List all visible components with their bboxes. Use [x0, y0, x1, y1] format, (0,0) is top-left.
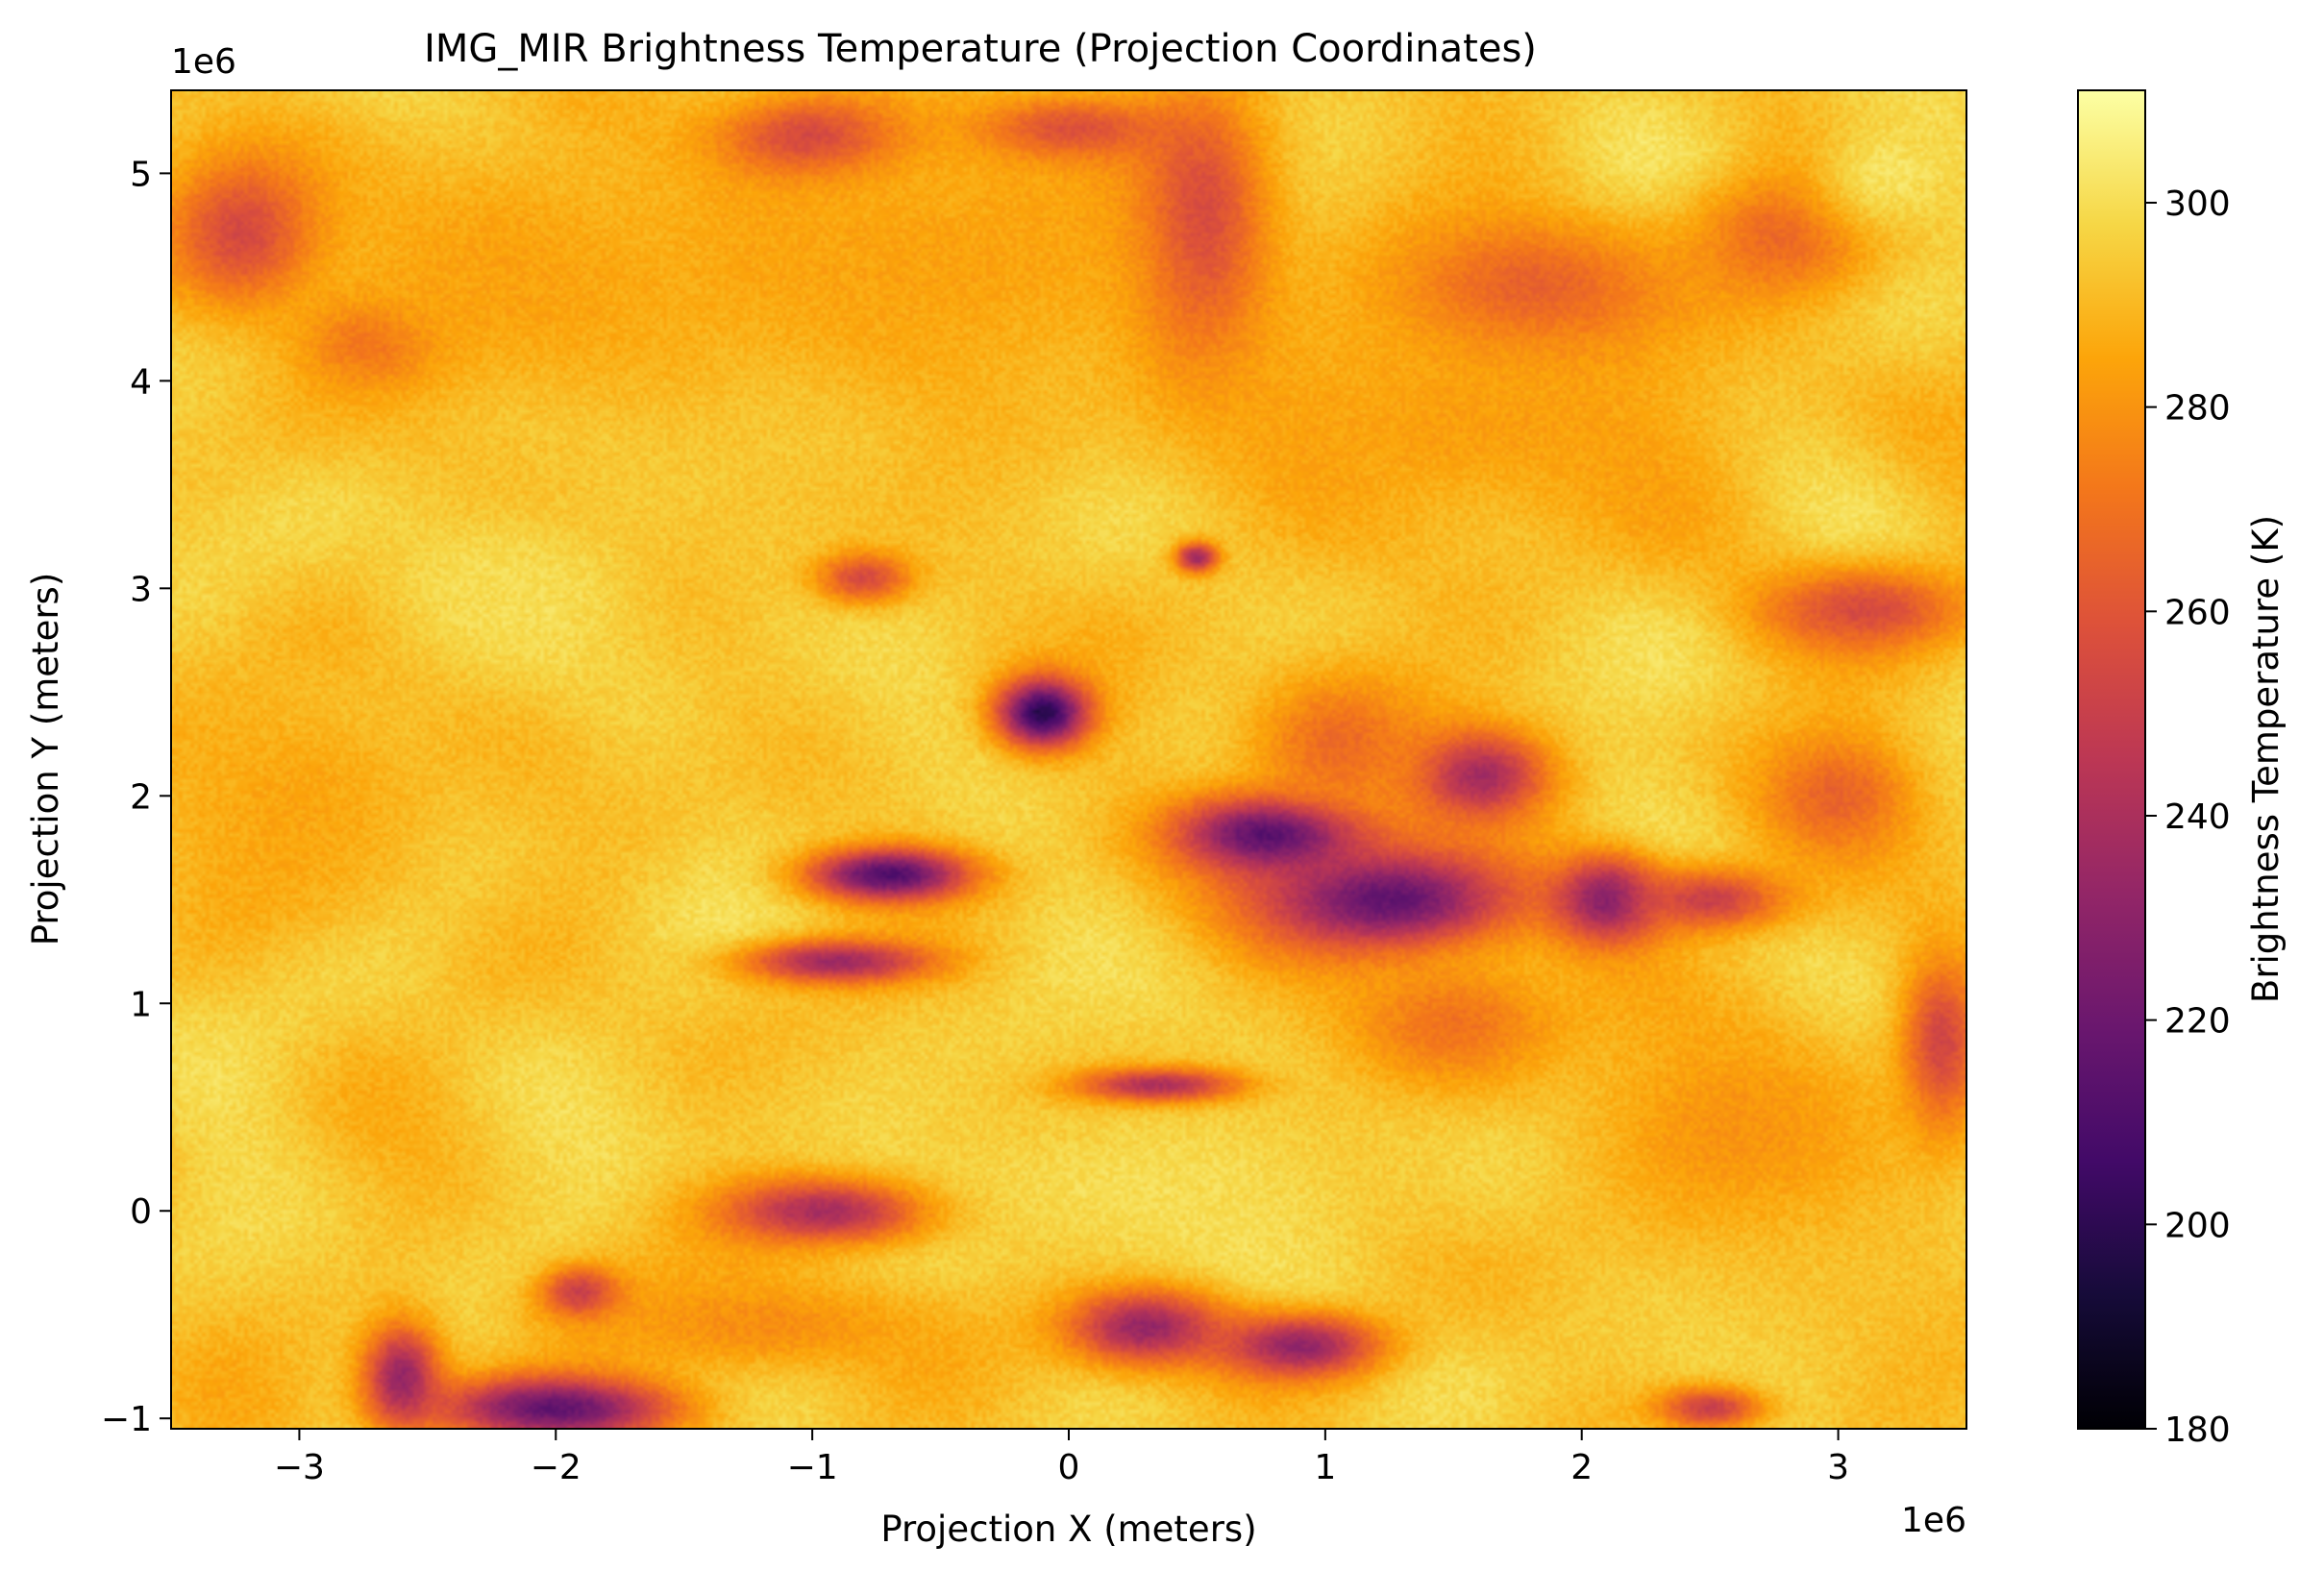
colorbar-ticks: 180 200 220 240 260 280 300: [2145, 184, 2231, 1450]
colorbar-tick-label: 240: [2164, 797, 2231, 837]
colorbar: [2077, 89, 2146, 1430]
x-tick-label: −1: [787, 1448, 838, 1487]
x-tick-label: −2: [531, 1448, 581, 1487]
y-axis-label: Projection Y (meters): [25, 573, 66, 946]
chart-title: IMG_MIR Brightness Temperature (Projecti…: [424, 27, 1537, 71]
plot-area: [170, 89, 1967, 1430]
y-tick-label: 0: [130, 1192, 152, 1232]
x-offset-label: 1e6: [1901, 1501, 1966, 1540]
colorbar-tick-label: 180: [2164, 1411, 2231, 1450]
colorbar-frame: [2077, 89, 2146, 1430]
y-axis-ticks: −1 0 1 2 3 4 5: [101, 155, 171, 1439]
x-tick-label: 1: [1314, 1448, 1336, 1487]
y-tick-label: 1: [130, 985, 152, 1024]
y-offset-label: 1e6: [171, 42, 236, 82]
x-axis-label: Projection X (meters): [880, 1509, 1256, 1550]
y-tick-label: 3: [130, 570, 152, 609]
heatmap-image: [171, 90, 1966, 1429]
x-tick-label: 0: [1058, 1448, 1080, 1487]
x-tick-label: 3: [1827, 1448, 1849, 1487]
x-tick-label: 2: [1570, 1448, 1593, 1487]
y-tick-label: 4: [130, 362, 152, 402]
y-tick-label: 2: [130, 777, 152, 817]
colorbar-gradient: [2078, 90, 2145, 1429]
colorbar-tick-label: 260: [2164, 593, 2231, 632]
colorbar-tick-label: 220: [2164, 1002, 2231, 1042]
x-tick-label: −3: [274, 1448, 325, 1487]
colorbar-tick-label: 200: [2164, 1206, 2231, 1245]
colorbar-tick-label: 300: [2164, 184, 2231, 224]
colorbar-label: Brightness Temperature (K): [2245, 515, 2287, 1003]
y-tick-label: −1: [101, 1400, 152, 1439]
x-axis-ticks: −3 −2 −1 0 1 2 3: [274, 1429, 1849, 1487]
y-tick-label: 5: [130, 155, 152, 194]
colorbar-tick-label: 280: [2164, 389, 2231, 429]
